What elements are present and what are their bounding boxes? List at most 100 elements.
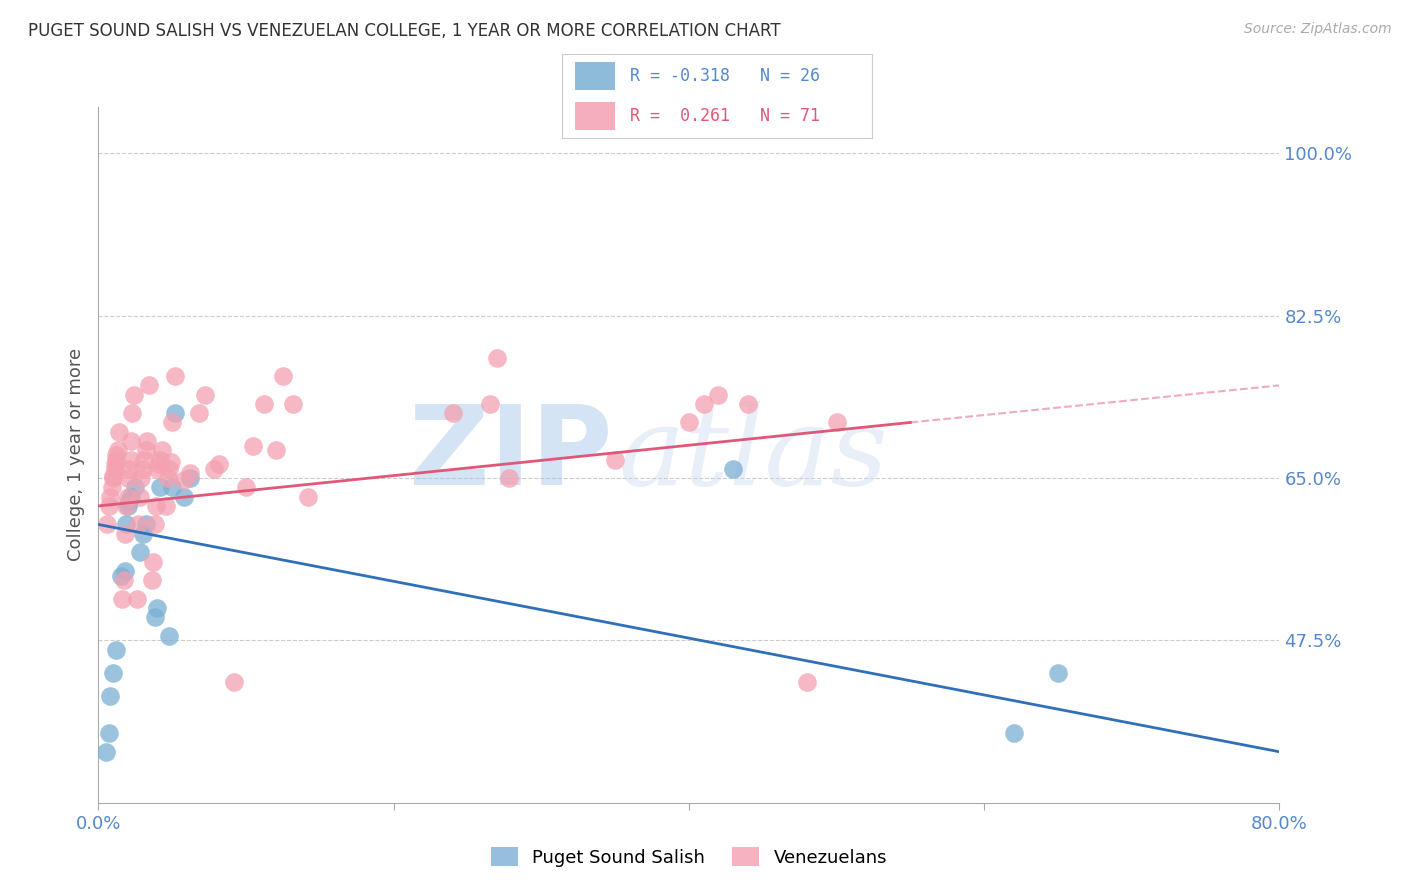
Text: R = -0.318   N = 26: R = -0.318 N = 26 (630, 67, 821, 85)
Point (202, 462, 225, 476)
Point (159, 455, 181, 469)
Point (98, 490, 121, 504)
Point (148, 457, 170, 471)
Point (224, 675, 246, 690)
Point (124, 480, 146, 494)
Point (605, 452, 627, 467)
Point (103, 471, 125, 485)
Point (142, 555, 165, 569)
Point (157, 629, 180, 643)
Point (143, 517, 166, 532)
Point (693, 397, 716, 411)
Point (97, 726, 120, 740)
Point (115, 499, 138, 513)
Point (114, 564, 136, 578)
Point (105, 452, 128, 467)
Point (162, 416, 183, 430)
Legend: Puget Sound Salish, Venezuelans: Puget Sound Salish, Venezuelans (484, 840, 894, 874)
Y-axis label: College, 1 year or more: College, 1 year or more (66, 349, 84, 561)
Point (796, 675, 818, 690)
Point (135, 517, 157, 532)
Point (117, 471, 139, 485)
Point (486, 351, 509, 365)
Point (242, 439, 264, 453)
Point (132, 526, 155, 541)
Point (441, 406, 464, 420)
Point (125, 591, 148, 606)
Text: ZIP: ZIP (409, 401, 612, 508)
Point (146, 462, 169, 476)
Text: PUGET SOUND SALISH VS VENEZUELAN COLLEGE, 1 YEAR OR MORE CORRELATION CHART: PUGET SOUND SALISH VS VENEZUELAN COLLEGE… (28, 22, 780, 40)
Point (105, 642, 128, 657)
Point (138, 378, 160, 392)
Point (173, 490, 195, 504)
Point (143, 610, 166, 624)
Point (162, 480, 183, 494)
Point (105, 448, 128, 462)
Point (108, 425, 131, 439)
Point (179, 471, 201, 485)
Point (253, 397, 276, 411)
Point (127, 517, 149, 532)
Point (173, 473, 195, 487)
Point (103, 665, 125, 680)
Point (132, 462, 155, 476)
Point (122, 387, 145, 401)
Point (129, 471, 152, 485)
Point (721, 462, 744, 476)
Point (118, 494, 141, 508)
Point (737, 397, 759, 411)
Point (1002, 726, 1025, 740)
Point (165, 406, 187, 420)
Point (297, 490, 319, 504)
Point (283, 397, 305, 411)
Point (96, 517, 118, 532)
Point (94, 745, 117, 759)
Point (120, 490, 142, 504)
Point (103, 469, 125, 483)
Point (118, 462, 141, 476)
Point (1046, 665, 1069, 680)
Point (120, 452, 142, 467)
Point (194, 387, 217, 401)
Text: R =  0.261   N = 71: R = 0.261 N = 71 (630, 107, 821, 125)
Point (134, 452, 156, 467)
Point (149, 480, 172, 494)
Point (155, 499, 177, 513)
Point (128, 545, 150, 559)
Point (165, 369, 187, 384)
Point (100, 480, 122, 494)
Text: atlas: atlas (619, 401, 887, 508)
Point (145, 499, 167, 513)
Point (678, 416, 700, 430)
Bar (575, 102, 614, 130)
Bar (575, 62, 614, 90)
Point (97, 499, 120, 513)
Point (104, 462, 127, 476)
Point (117, 499, 139, 513)
Point (104, 457, 127, 471)
Point (146, 601, 169, 615)
Point (478, 397, 501, 411)
Point (117, 490, 139, 504)
Point (157, 462, 180, 476)
Point (149, 452, 172, 467)
Point (135, 443, 157, 458)
Text: Source: ZipAtlas.com: Source: ZipAtlas.com (1244, 22, 1392, 37)
Point (707, 387, 730, 401)
Point (179, 467, 201, 481)
Point (110, 568, 132, 582)
Point (114, 526, 136, 541)
Point (150, 443, 173, 458)
Point (121, 406, 143, 420)
Point (128, 490, 150, 504)
Point (136, 434, 159, 448)
Point (498, 471, 520, 485)
Point (111, 591, 134, 606)
Point (112, 573, 135, 587)
Point (235, 480, 257, 494)
Point (115, 517, 138, 532)
Point (271, 369, 294, 384)
Point (98, 689, 121, 703)
Point (156, 471, 179, 485)
